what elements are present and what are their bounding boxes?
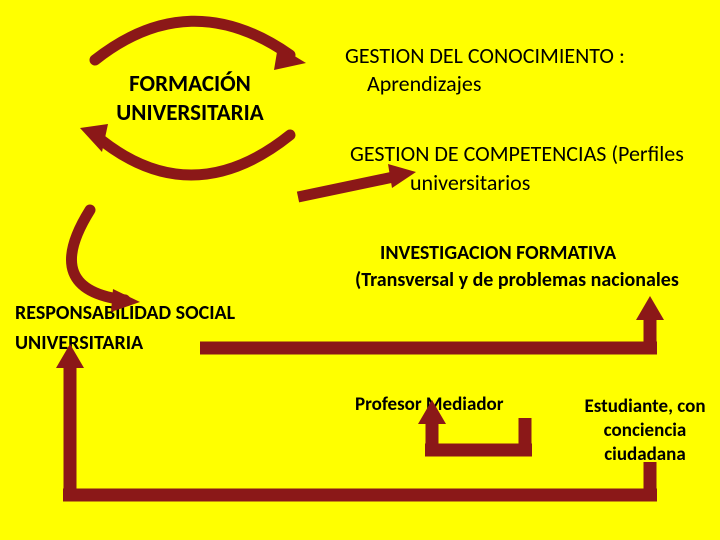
gestion-conocimiento: GESTION DEL CONOCIMIENTO : Aprendizajes <box>345 42 715 97</box>
investigacion-line1: INVESTIGACION FORMATIVA <box>355 241 616 265</box>
investigacion-formativa: INVESTIGACION FORMATIVA (Transversal y d… <box>355 240 720 294</box>
estudiante: Estudiante, con conciencia ciudadana <box>570 395 720 466</box>
estudiante-line1: Estudiante, con <box>584 395 705 418</box>
responsabilidad-social: RESPONSABILIDAD SOCIAL UNIVERSITARIA <box>15 298 295 358</box>
arrow-curved-bottom <box>95 135 290 175</box>
arrow-curved-top <box>95 21 290 60</box>
gestion-conoc-line1: GESTION DEL CONOCIMIENTO : <box>345 42 625 69</box>
formacion-title: FORMACIÓN UNIVERSITARIA <box>85 70 295 128</box>
investigacion-line2: (Transversal y de problemas nacionales <box>355 268 679 292</box>
gestion-conoc-line2: Aprendizajes <box>345 70 481 97</box>
arrow-curved-bottom-head <box>80 124 108 152</box>
gestion-comp-line2: universitarios <box>350 169 530 196</box>
profesor-mediador: Profesor Mediador <box>355 393 555 416</box>
estudiante-line2: conciencia <box>604 419 687 442</box>
estudiante-line3: ciudadana <box>604 443 686 466</box>
arrow-curved-downleft <box>71 210 125 300</box>
gestion-comp-line1: GESTION DE COMPETENCIAS (Perfiles <box>350 140 684 167</box>
formacion-line2: UNIVERSITARIA <box>116 99 263 127</box>
responsabilidad-line1: RESPONSABILIDAD SOCIAL <box>15 301 235 325</box>
arrow-mid-head <box>636 296 664 320</box>
gestion-competencias: GESTION DE COMPETENCIAS (Perfiles univer… <box>350 140 720 197</box>
responsabilidad-line2: UNIVERSITARIA <box>15 331 143 355</box>
profesor-text: Profesor Mediador <box>355 393 504 416</box>
formacion-line1: FORMACIÓN <box>129 70 251 98</box>
arrow-curved-top-head <box>274 46 306 70</box>
